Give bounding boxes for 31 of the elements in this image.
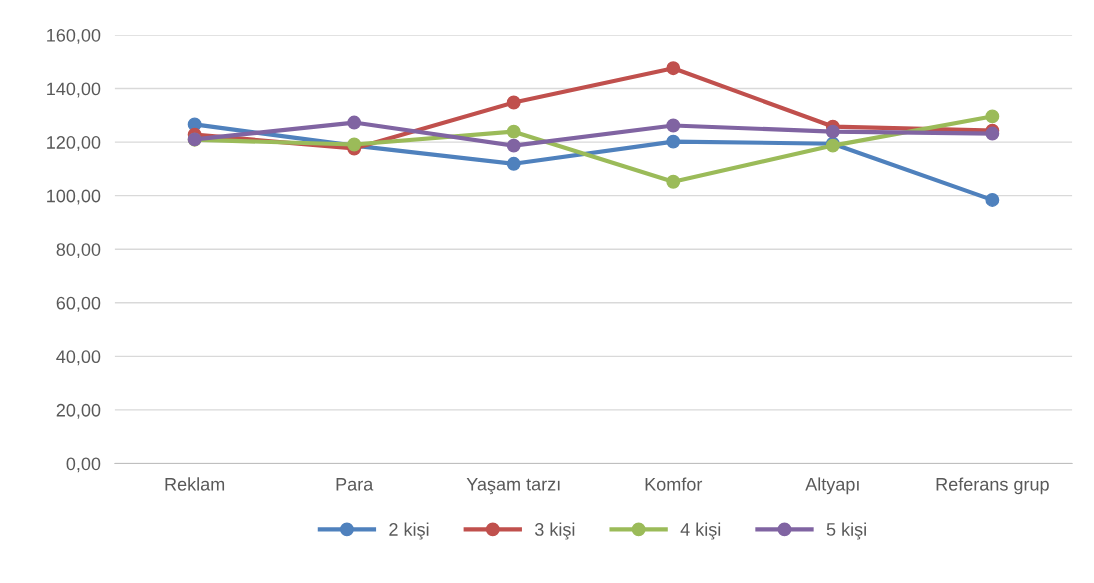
y-tick-label: 60,00 [56, 296, 101, 312]
point [985, 193, 1000, 207]
point [985, 109, 1000, 124]
point [506, 138, 521, 153]
y-tick-label: 80,00 [56, 243, 101, 259]
point [506, 95, 521, 110]
point [506, 156, 521, 171]
x-tick-label: Altyapı [805, 477, 859, 495]
point [347, 115, 362, 130]
y-tick-label: 160,00 [47, 28, 101, 44]
x-tick-label: Yaşam tarzı [466, 477, 560, 495]
y-tick-label: 100,00 [47, 189, 101, 205]
point [666, 61, 681, 76]
legend-label: 3 kişi [534, 522, 575, 540]
x-tick-label: Para [336, 478, 374, 491]
y-tick-label: 40,00 [56, 350, 101, 366]
y-tick-label: 20,00 [56, 403, 101, 419]
x-tick-label: Komfor [645, 477, 703, 491]
y-tick-label: 140,00 [47, 82, 101, 98]
point [666, 174, 681, 189]
legend-label: 5 kişi [826, 522, 866, 540]
x-tick-label: Referans grup [936, 477, 1049, 495]
point [666, 118, 681, 133]
point [506, 124, 521, 139]
point [825, 124, 840, 139]
point [666, 134, 681, 149]
y-tick-label: 120,00 [47, 136, 101, 151]
x-tick-label: Reklam [165, 477, 225, 491]
legend-label: 4 kişi [680, 522, 721, 540]
legend-label: 2 kişi [389, 522, 429, 540]
y-tick-label: 0,00 [66, 457, 101, 473]
